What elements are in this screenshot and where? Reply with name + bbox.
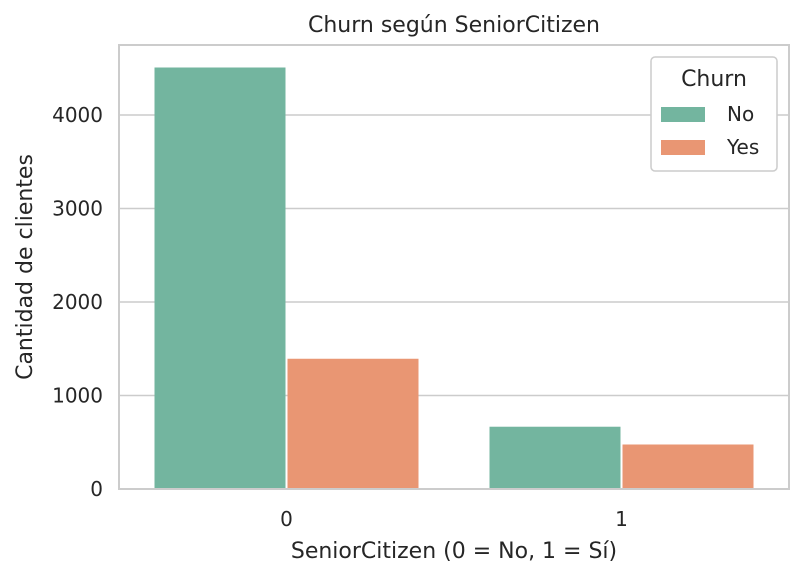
- legend: Churn No Yes: [650, 56, 778, 172]
- legend-items: No Yes: [661, 102, 759, 159]
- plot-frame: [118, 44, 790, 490]
- x-axis-label: SeniorCitizen (0 = No, 1 = Sí): [291, 539, 617, 564]
- y-tick-label: 0: [90, 477, 103, 501]
- legend-label-no: No: [727, 102, 754, 126]
- y-tick-label: 3000: [52, 197, 103, 221]
- x-tick-label: 1: [615, 507, 628, 531]
- legend-title: Churn: [681, 67, 747, 92]
- x-tick-label: 0: [280, 507, 293, 531]
- bar-no-1: [489, 426, 621, 489]
- y-tick-label: 4000: [52, 103, 103, 127]
- y-axis-label: Cantidad de clientes: [13, 154, 38, 380]
- chart-title: Churn según SeniorCitizen: [308, 13, 600, 38]
- y-tick-label: 1000: [52, 384, 103, 408]
- y-tick-label: 2000: [52, 290, 103, 314]
- bars: [154, 67, 754, 489]
- bar-yes-1: [622, 444, 754, 489]
- legend-swatch-no: [661, 107, 705, 122]
- bar-no-0: [154, 67, 286, 489]
- y-tick-labels: 0 1000 2000 3000 4000: [52, 103, 103, 501]
- legend-swatch-yes: [661, 140, 705, 155]
- bar-yes-0: [287, 358, 419, 489]
- legend-label-yes: Yes: [726, 135, 759, 159]
